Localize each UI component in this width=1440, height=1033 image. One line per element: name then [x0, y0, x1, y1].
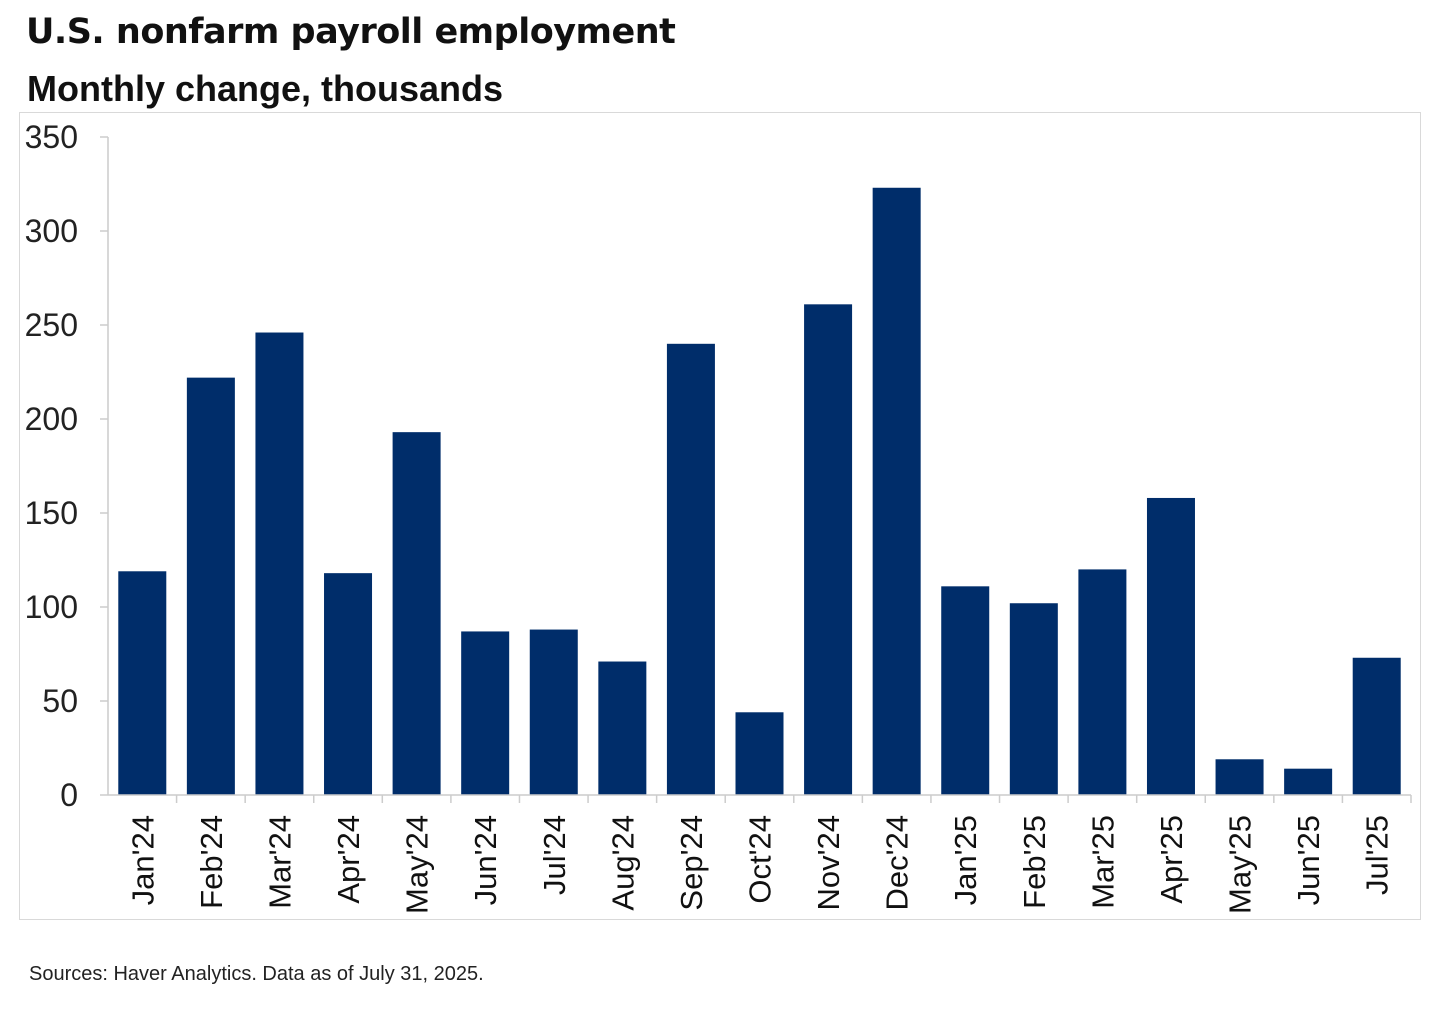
- y-tick-label: 100: [25, 589, 78, 625]
- y-tick-label: 200: [25, 401, 78, 437]
- y-axis: 0 50 100 150 200 250 300 350: [25, 119, 109, 813]
- x-tick-label: Jan'24: [125, 815, 160, 905]
- bar: [1352, 657, 1401, 795]
- chart-frame: [19, 112, 1421, 920]
- bar: [598, 661, 647, 795]
- source-note: Sources: Haver Analytics. Data as of Jul…: [29, 963, 484, 985]
- bar: [872, 187, 921, 795]
- x-tick-label: Apr'24: [331, 815, 366, 904]
- bar: [186, 377, 235, 795]
- y-tick-label: 0: [60, 777, 78, 813]
- x-tick-label: Nov'24: [811, 815, 846, 911]
- bar: [1146, 497, 1195, 795]
- bar: [1078, 569, 1127, 795]
- bar: [804, 304, 853, 795]
- bar: [255, 332, 304, 795]
- x-tick-label: May'24: [400, 815, 435, 914]
- bar: [324, 573, 373, 795]
- x-tick-label: Jul'24: [537, 815, 572, 895]
- x-tick-label: Apr'25: [1154, 815, 1189, 904]
- x-tick-label: Dec'24: [880, 815, 915, 911]
- y-tick-label: 150: [25, 495, 78, 531]
- bar: [461, 631, 510, 795]
- bar: [735, 712, 784, 795]
- y-tick-label: 250: [25, 307, 78, 343]
- x-tick-label: May'25: [1223, 815, 1258, 914]
- y-tick-label: 300: [25, 213, 78, 249]
- x-tick-label: Jul'25: [1360, 815, 1395, 895]
- x-tick-label: Aug'24: [605, 815, 640, 911]
- x-axis: Jan'24 Feb'24 Mar'24 Apr'24 May'24 Jun'24 Jul'…: [108, 794, 1412, 914]
- x-tick-label: Mar'25: [1085, 815, 1120, 909]
- bar: [529, 629, 578, 795]
- chart-title: U.S. nonfarm payroll employment: [26, 12, 676, 52]
- bar: [1284, 768, 1333, 795]
- bar: [666, 343, 715, 795]
- x-tick-label: Oct'24: [743, 815, 778, 904]
- x-tick-label: Jun'24: [468, 815, 503, 905]
- x-tick-label: Sep'24: [674, 815, 709, 911]
- x-tick-label: Jun'25: [1291, 815, 1326, 905]
- bar: [392, 432, 441, 795]
- x-tick-label: Mar'24: [262, 815, 297, 909]
- y-tick-label: 350: [25, 119, 78, 155]
- bar: [1215, 759, 1264, 795]
- bar: [941, 586, 990, 795]
- x-tick-label: Feb'25: [1017, 815, 1052, 909]
- bar: [1009, 603, 1058, 795]
- bar: [118, 571, 167, 795]
- x-tick-label: Jan'25: [948, 815, 983, 905]
- chart-subtitle: Monthly change, thousands: [27, 68, 504, 109]
- x-tick-label: Feb'24: [194, 815, 229, 909]
- y-tick-label: 50: [42, 683, 78, 719]
- bars: [118, 187, 1401, 795]
